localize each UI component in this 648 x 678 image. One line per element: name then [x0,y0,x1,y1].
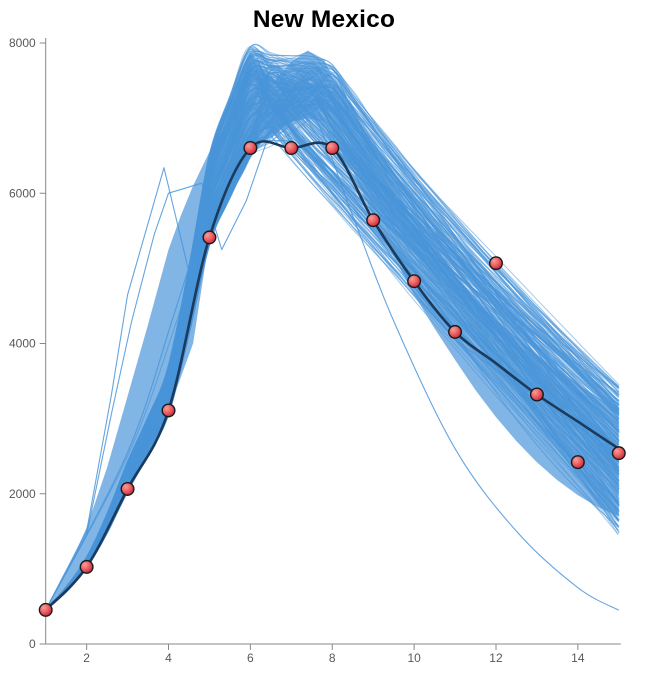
svg-text:6: 6 [247,651,254,665]
svg-text:14: 14 [571,651,585,665]
svg-text:12: 12 [489,651,503,665]
svg-text:6000: 6000 [9,186,36,200]
svg-text:10: 10 [407,651,421,665]
svg-text:4000: 4000 [9,337,36,351]
svg-text:8000: 8000 [9,36,36,50]
svg-text:4: 4 [165,651,172,665]
svg-text:8: 8 [329,651,336,665]
svg-text:2: 2 [83,651,90,665]
svg-text:0: 0 [29,637,36,651]
svg-text:2000: 2000 [9,487,36,501]
